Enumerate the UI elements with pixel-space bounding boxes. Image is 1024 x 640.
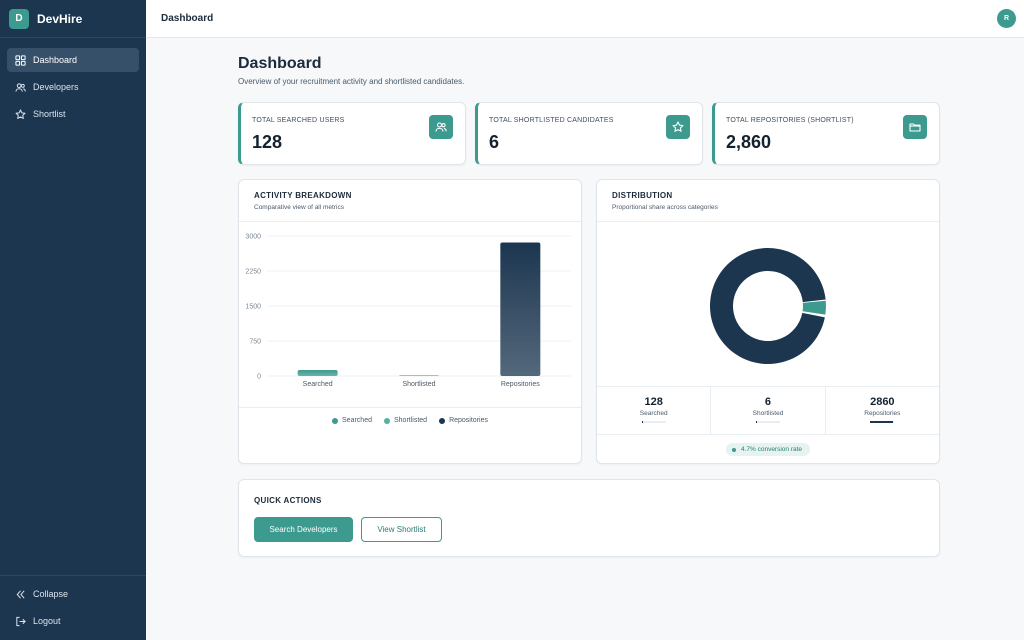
- stat-value: 2,860: [726, 132, 772, 152]
- dist-stat-value: 128: [644, 396, 663, 408]
- dist-stat-label: Searched: [639, 410, 668, 417]
- chart-legend: Searched Shortlisted Repositories: [239, 417, 581, 424]
- quick-actions-card: QUICK ACTIONS Search Developers View Sho…: [238, 479, 940, 557]
- legend-item-searched: Searched: [332, 417, 372, 424]
- distribution-donut-chart: [710, 247, 826, 364]
- collapse-button[interactable]: Collapse: [7, 582, 139, 606]
- bar-searched: [297, 370, 338, 376]
- dist-share-bar: [755, 421, 780, 423]
- stat-label: TOTAL SHORTLISTED CANDIDATES: [489, 117, 614, 124]
- divider: [239, 221, 581, 222]
- topbar: Dashboard R: [146, 0, 1024, 38]
- stat-label: TOTAL REPOSITORIES (SHORTLIST): [726, 117, 854, 124]
- donut-slice-searched: [802, 300, 826, 315]
- stat-card-searched: TOTAL SEARCHED USERS 128: [238, 102, 466, 165]
- divider: [597, 221, 939, 222]
- topbar-title: Dashboard: [161, 13, 214, 24]
- sidebar-item-shortlist[interactable]: Shortlist: [7, 102, 139, 126]
- sidebar-item-developers[interactable]: Developers: [7, 75, 139, 99]
- distribution-card: DISTRIBUTION Proportional share across c…: [596, 179, 940, 464]
- logout-icon: [15, 616, 26, 627]
- sidebar: D DevHire Dashboard Developers Shortlist: [0, 0, 146, 640]
- status-dot: [731, 447, 736, 452]
- y-tick-label: 1500: [245, 304, 261, 311]
- legend-item-shortlisted: Shortlisted: [383, 417, 428, 424]
- y-tick-label: 0: [257, 374, 261, 381]
- star-icon: [15, 108, 26, 120]
- panel-title: ACTIVITY BREAKDOWN: [254, 191, 352, 200]
- dist-stat-value: 6: [764, 396, 772, 408]
- legend-label: Searched: [342, 417, 372, 424]
- dist-share-fill: [870, 421, 894, 423]
- legend-dot: [383, 417, 390, 424]
- dashboard-icon: [15, 54, 26, 66]
- dist-stat-shortlisted: 6 Shortlisted: [711, 387, 826, 434]
- dist-share-bar: [641, 421, 666, 423]
- sidebar-item-label: Developers: [33, 82, 79, 92]
- collapse-label: Collapse: [33, 589, 69, 599]
- divider: [597, 386, 939, 387]
- brand: D DevHire: [0, 0, 146, 38]
- page-title: Dashboard: [238, 55, 322, 72]
- brand-name: DevHire: [37, 11, 83, 26]
- sidebar-item-label: Shortlist: [33, 109, 66, 119]
- logout-button[interactable]: Logout: [7, 609, 139, 633]
- donut-slice-repositories: [710, 247, 826, 364]
- bar-repositories: [500, 242, 541, 376]
- double-chevron-left-icon: [15, 589, 26, 600]
- bar-shortlisted: [399, 375, 439, 376]
- stat-card-shortlisted: TOTAL SHORTLISTED CANDIDATES 6: [475, 102, 703, 165]
- sidebar-item-dashboard[interactable]: Dashboard: [7, 48, 139, 72]
- sidebar-nav: Dashboard Developers Shortlist: [0, 38, 146, 126]
- users-icon: [15, 82, 26, 93]
- legend-dot: [439, 417, 446, 424]
- dist-stat-label: Repositories: [864, 410, 901, 417]
- brand-logo: D: [9, 8, 29, 29]
- dist-share-bar: [870, 421, 895, 423]
- y-tick-label: 750: [249, 339, 261, 346]
- legend-label: Shortlisted: [393, 417, 428, 424]
- sidebar-item-label: Dashboard: [33, 55, 78, 65]
- search-developers-button[interactable]: Search Developers: [254, 517, 353, 542]
- panel-title: DISTRIBUTION: [612, 191, 673, 200]
- star-icon: [666, 115, 690, 139]
- stat-label: TOTAL SEARCHED USERS: [252, 117, 345, 124]
- legend-item-repositories: Repositories: [439, 417, 488, 424]
- divider: [239, 407, 581, 408]
- logout-label: Logout: [33, 616, 61, 626]
- panel-subtitle: Proportional share across categories: [612, 204, 718, 211]
- folder-icon: [903, 115, 927, 139]
- dist-share-fill: [641, 421, 643, 423]
- legend-dot: [332, 417, 339, 424]
- divider: [597, 434, 939, 435]
- conversion-rate-text: 4.7% conversion rate: [740, 446, 803, 453]
- stat-card-repositories: TOTAL REPOSITORIES (SHORTLIST) 2,860: [712, 102, 940, 165]
- page-subtitle: Overview of your recruitment activity an…: [238, 77, 465, 86]
- legend-label: Repositories: [449, 417, 488, 424]
- dist-stat-searched: 128 Searched: [597, 387, 712, 434]
- dist-stat-repositories: 2860 Repositories: [826, 387, 939, 434]
- activity-breakdown-card: ACTIVITY BREAKDOWN Comparative view of a…: [238, 179, 582, 464]
- x-tick-label: Repositories: [501, 381, 540, 388]
- stat-value: 6: [489, 132, 500, 152]
- dist-stat-value: 2860: [870, 396, 895, 408]
- distribution-stats: 128 Searched 6 Shortlisted 2860 Reposito…: [597, 387, 939, 434]
- y-tick-label: 2250: [245, 269, 261, 276]
- dist-stat-label: Shortlisted: [752, 410, 784, 417]
- x-tick-label: Shortlisted: [402, 381, 435, 388]
- avatar[interactable]: R: [997, 9, 1016, 28]
- stat-value: 128: [252, 132, 283, 152]
- panel-subtitle: Comparative view of all metrics: [254, 204, 344, 211]
- conversion-rate-badge: 4.7% conversion rate: [725, 443, 811, 456]
- x-tick-label: Searched: [303, 381, 333, 388]
- view-shortlist-button[interactable]: View Shortlist: [361, 517, 442, 542]
- users-icon: [429, 115, 453, 139]
- activity-bar-chart: 0 750 1500 2250 3000 Searched Shortlisted Repos…: [245, 234, 571, 388]
- sidebar-footer: Collapse Logout: [0, 575, 146, 640]
- panel-title: QUICK ACTIONS: [254, 496, 322, 505]
- y-tick-label: 3000: [245, 234, 261, 241]
